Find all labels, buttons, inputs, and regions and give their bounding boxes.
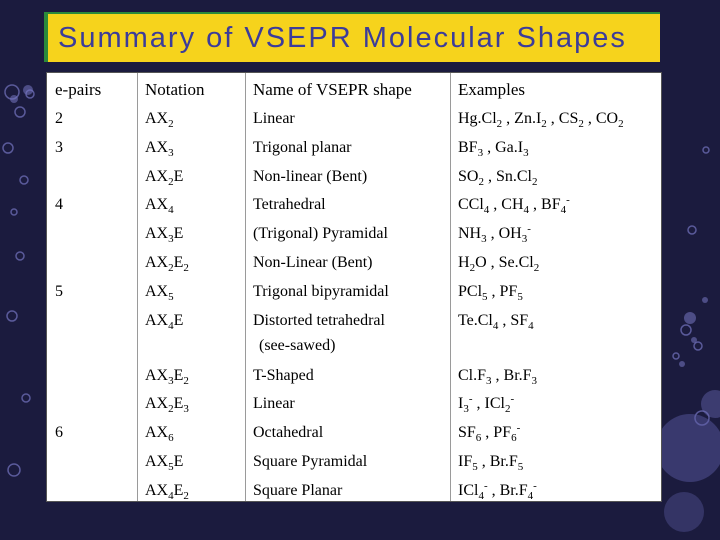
cell-notation: AX4	[145, 196, 174, 216]
cell-notation: AX2E	[145, 168, 184, 188]
title-banner: Summary of VSEPR Molecular Shapes	[44, 12, 660, 62]
cell-name: Non-Linear (Bent)	[253, 254, 373, 271]
cell-name: T-Shaped	[253, 367, 314, 384]
slide-title: Summary of VSEPR Molecular Shapes	[58, 22, 627, 54]
column-divider	[245, 73, 246, 501]
cell-notation: AX2	[145, 110, 174, 130]
cell-examples: H2O , Se.Cl2	[458, 254, 540, 274]
cell-epairs: 4	[55, 196, 63, 213]
cell-examples: Te.Cl4 , SF4	[458, 312, 534, 332]
header-examples: Examples	[458, 80, 526, 99]
cell-notation: AX2E3	[145, 395, 189, 415]
cell-notation: AX3E2	[145, 367, 189, 387]
cell-name: Trigonal planar	[253, 139, 352, 156]
cell-notation: AX6	[145, 424, 174, 444]
cell-name: Linear	[253, 395, 295, 412]
cell-name: Non-linear (Bent)	[253, 168, 368, 185]
header-shape-name: Name of VSEPR shape	[253, 80, 412, 99]
cell-epairs: 2	[55, 110, 63, 127]
cell-notation: AX5	[145, 283, 174, 303]
cell-name-continued: (see-sawed)	[259, 337, 336, 354]
cell-name: Square Planar	[253, 482, 343, 499]
cell-epairs: 5	[55, 283, 63, 300]
cell-examples: PCl5 , PF5	[458, 283, 523, 303]
cell-name: Linear	[253, 110, 295, 127]
cell-name: Square Pyramidal	[253, 453, 368, 470]
cell-name: Distorted tetrahedral	[253, 312, 385, 329]
cell-epairs: 3	[55, 139, 63, 156]
cell-examples: ICl4- , Br.F4-	[458, 480, 537, 502]
cell-notation: AX2E2	[145, 254, 189, 274]
column-divider	[450, 73, 451, 501]
cell-epairs: 6	[55, 424, 63, 441]
header-notation: Notation	[145, 80, 205, 99]
cell-name: Tetrahedral	[253, 196, 326, 213]
cell-examples: CCl4 , CH4 , BF4-	[458, 194, 570, 216]
cell-name: (Trigonal) Pyramidal	[253, 225, 388, 242]
cell-examples: BF3 , Ga.I3	[458, 139, 529, 159]
cell-examples: IF5 , Br.F5	[458, 453, 524, 473]
cell-notation: AX3	[145, 139, 174, 159]
cell-examples: I3- , ICl2-	[458, 393, 515, 415]
cell-examples: SO2 , Sn.Cl2	[458, 168, 538, 188]
cell-examples: NH3 , OH3-	[458, 223, 531, 245]
vsepr-summary-table: e-pairs Notation Name of VSEPR shape Exa…	[46, 72, 662, 502]
cell-examples: Cl.F3 , Br.F3	[458, 367, 538, 387]
cell-examples: SF6 , PF6-	[458, 422, 521, 444]
cell-examples: Hg.Cl2 , Zn.I2 , CS2 , CO2	[458, 110, 624, 130]
cell-name: Octahedral	[253, 424, 324, 441]
column-divider	[137, 73, 138, 501]
cell-notation: AX4E	[145, 312, 184, 332]
cell-notation: AX4E2	[145, 482, 189, 502]
cell-name: Trigonal bipyramidal	[253, 283, 389, 300]
header-epairs: e-pairs	[55, 80, 102, 99]
cell-notation: AX5E	[145, 453, 184, 473]
cell-notation: AX3E	[145, 225, 184, 245]
